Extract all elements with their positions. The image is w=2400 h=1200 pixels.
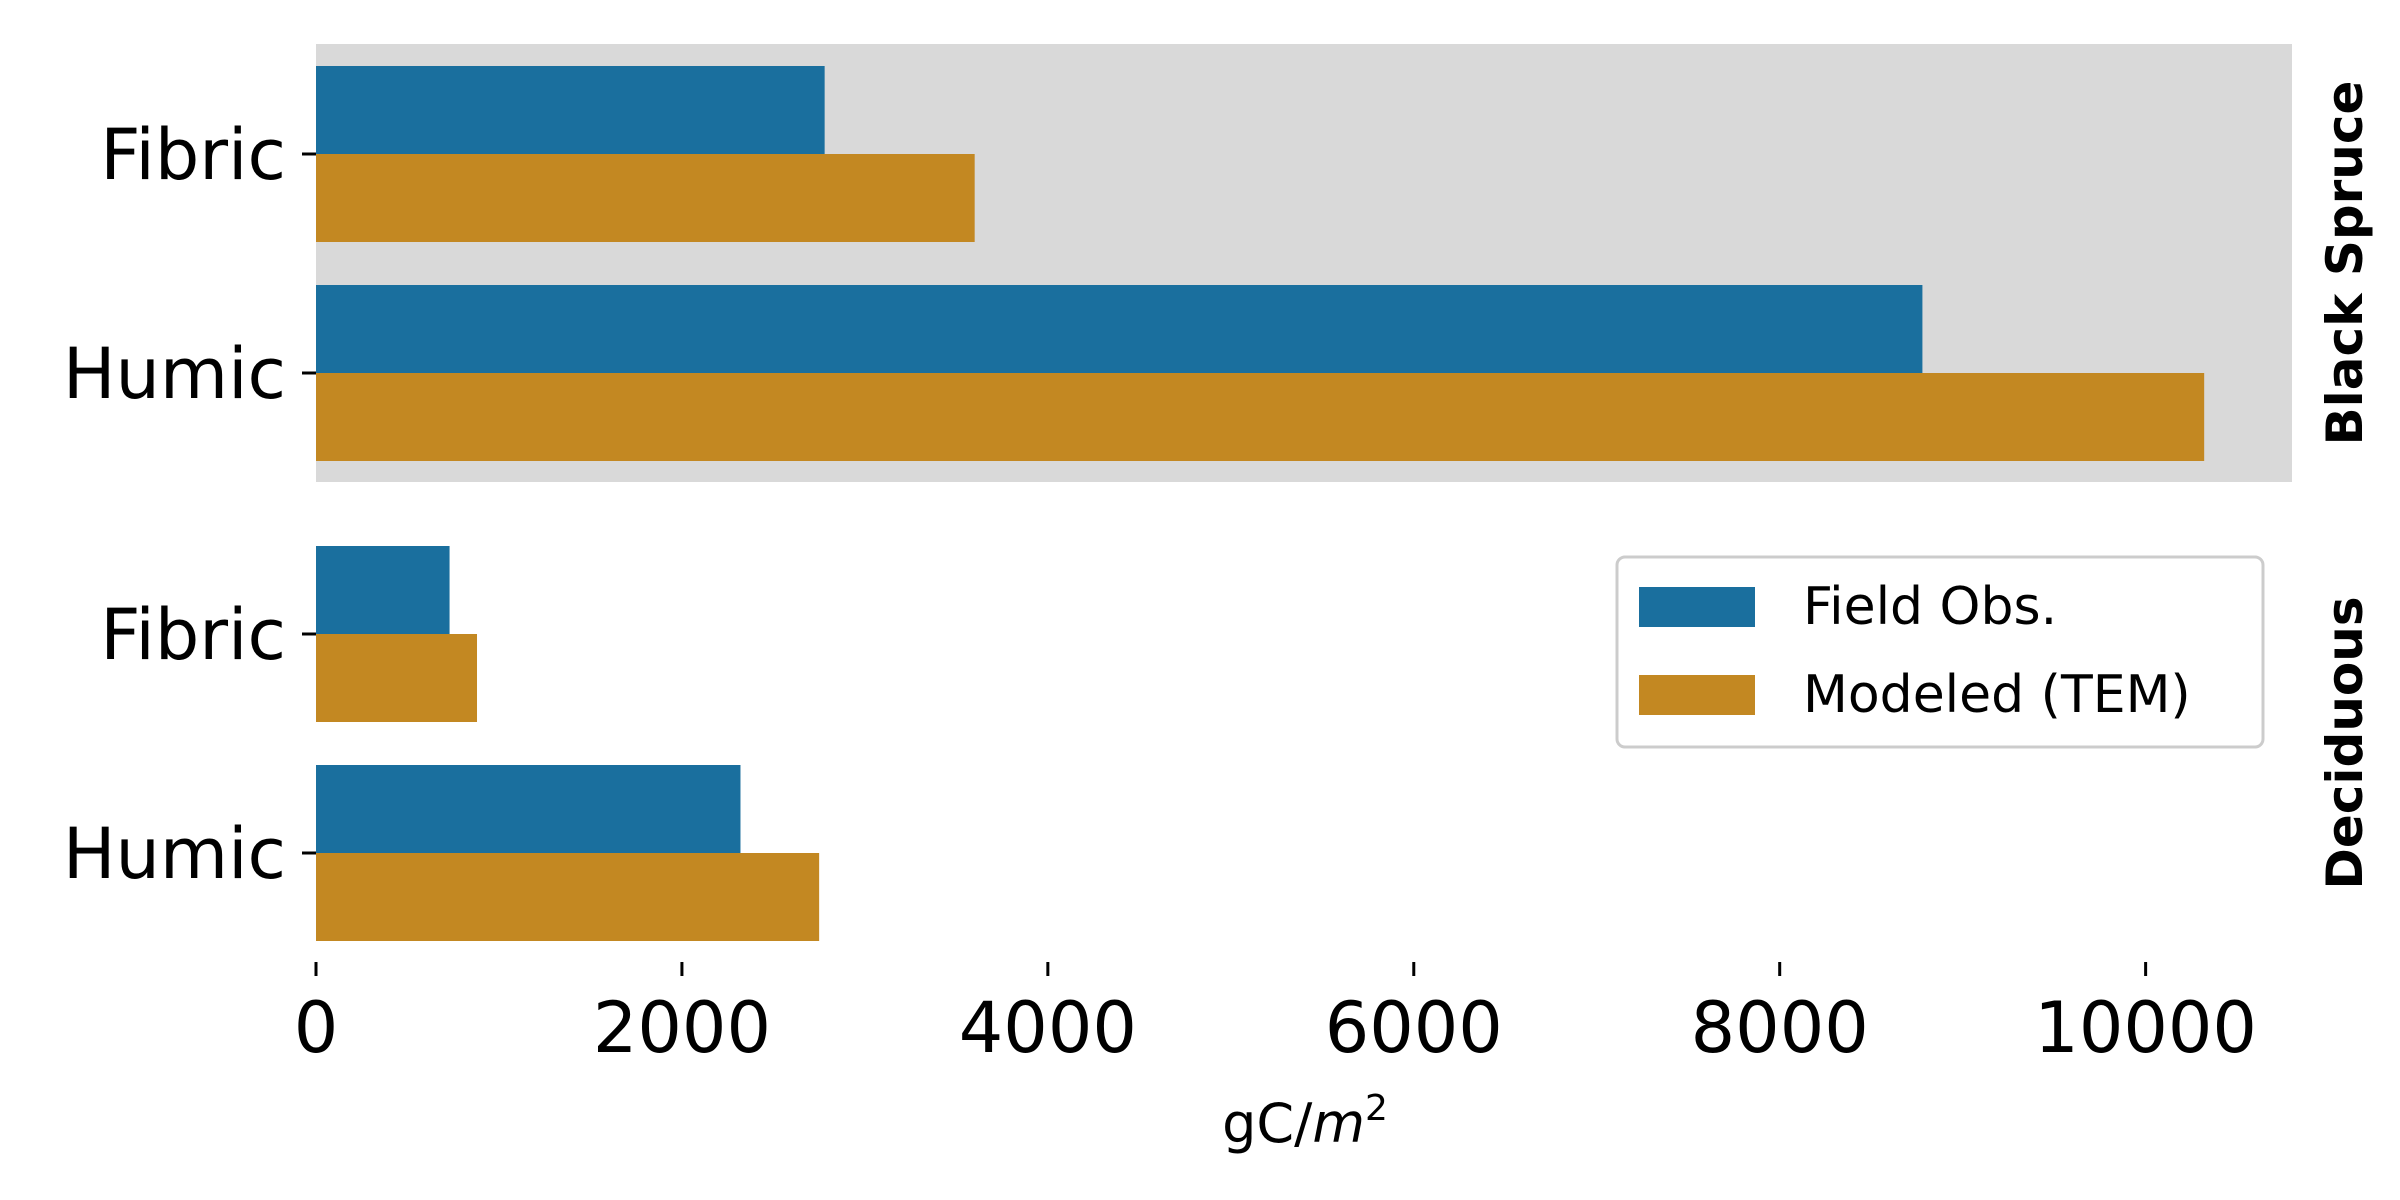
y-tick-label-deciduous-humic: Humic xyxy=(63,813,286,895)
bar-deciduous-fibric-field-obs xyxy=(316,546,450,634)
x-tick-label-4000: 4000 xyxy=(959,987,1137,1069)
bar-black-spruce-humic-field-obs xyxy=(316,285,1923,373)
x-tick-label-8000: 8000 xyxy=(1691,987,1869,1069)
y-tick-label-black-spruce-humic: Humic xyxy=(63,333,286,415)
legend-label-modeled-tem: Modeled (TEM) xyxy=(1803,665,2191,725)
legend-label-field-obs: Field Obs. xyxy=(1803,577,2057,637)
facet-label-deciduous: Deciduous xyxy=(2316,596,2374,889)
x-tick-label-10000: 10000 xyxy=(2034,987,2257,1069)
y-tick-label-deciduous-fibric: Fibric xyxy=(100,594,286,676)
facet-labels: Black Spruce Deciduous xyxy=(2316,81,2374,890)
bar-black-spruce-fibric-field-obs xyxy=(316,66,825,154)
x-tick-label-6000: 6000 xyxy=(1325,987,1503,1069)
legend-swatch-modeled-tem xyxy=(1639,675,1755,715)
legend-box xyxy=(1615,555,2265,749)
x-axis: 0 2000 4000 6000 8000 10000 xyxy=(294,962,2257,1069)
legend: Field Obs. Modeled (TEM) xyxy=(1615,555,2265,749)
bar-deciduous-fibric-modeled-tem xyxy=(316,634,478,722)
bar-deciduous-humic-field-obs xyxy=(316,765,741,853)
bar-black-spruce-fibric-modeled-tem xyxy=(316,154,975,242)
bars xyxy=(316,66,2205,941)
bar-black-spruce-humic-modeled-tem xyxy=(316,373,2205,461)
facet-label-black-spruce: Black Spruce xyxy=(2316,81,2374,446)
legend-swatch-field-obs xyxy=(1639,587,1755,627)
y-tick-label-black-spruce-fibric: Fibric xyxy=(100,114,286,196)
x-tick-label-2000: 2000 xyxy=(593,987,771,1069)
bar-deciduous-humic-modeled-tem xyxy=(316,853,820,941)
x-tick-label-0: 0 xyxy=(294,987,339,1069)
x-axis-label: gC/m2 xyxy=(1222,1088,1388,1155)
y-axis: Fibric Humic Fibric Humic xyxy=(63,114,316,895)
